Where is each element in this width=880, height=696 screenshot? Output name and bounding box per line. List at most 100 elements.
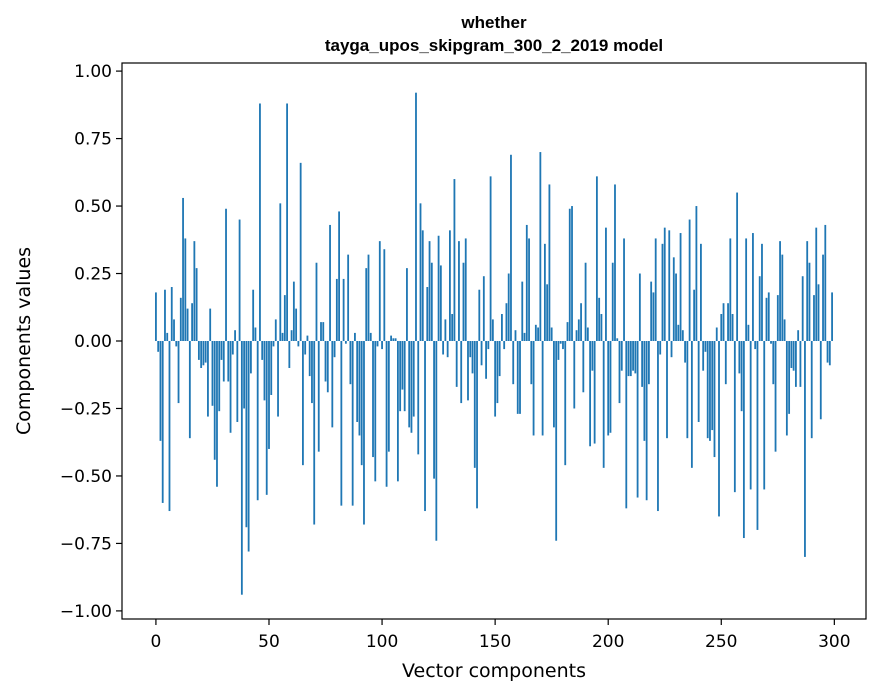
bar — [634, 341, 637, 374]
bar — [344, 341, 347, 344]
bar — [550, 327, 553, 341]
bar — [449, 230, 451, 341]
bar — [620, 341, 623, 371]
bar — [274, 319, 277, 341]
bar — [458, 241, 460, 341]
bar — [482, 276, 485, 341]
bar — [720, 314, 723, 341]
bar — [419, 203, 422, 341]
bar — [704, 341, 707, 352]
bar — [252, 289, 255, 341]
bar — [297, 341, 300, 347]
bar — [292, 281, 295, 341]
bar — [188, 341, 191, 439]
bar — [159, 341, 162, 441]
bar — [424, 341, 426, 512]
bar — [657, 341, 659, 512]
bar — [736, 192, 739, 341]
bar — [342, 278, 345, 341]
bar — [510, 154, 512, 341]
bar — [706, 341, 709, 439]
bar — [268, 341, 270, 449]
bar — [283, 295, 286, 341]
bar — [537, 327, 539, 341]
bar — [758, 276, 761, 341]
bar — [279, 203, 282, 341]
bar — [718, 341, 720, 517]
bar — [742, 341, 745, 539]
bar — [322, 322, 325, 341]
x-tick-label: 300 — [818, 632, 850, 652]
bar — [765, 297, 768, 341]
bar — [302, 341, 304, 466]
bar — [512, 341, 515, 385]
bar — [828, 341, 831, 366]
bar — [173, 319, 175, 341]
bar — [752, 233, 754, 341]
bar — [745, 238, 748, 341]
bar — [722, 303, 725, 341]
bar — [819, 341, 822, 420]
bar — [451, 314, 454, 341]
bar — [584, 262, 587, 341]
bar — [157, 341, 160, 352]
bar — [638, 273, 641, 341]
y-axis: 1.00 0.75 0.50 0.25 0.00 −0.25 −0.50 −0.75 −1.00 — [60, 62, 122, 622]
bar — [446, 341, 449, 358]
bar — [514, 330, 517, 341]
bar — [383, 249, 386, 341]
bar — [338, 211, 340, 341]
bar — [600, 314, 603, 341]
bar — [643, 341, 646, 441]
bar — [231, 341, 234, 355]
bar — [164, 289, 166, 341]
bar — [754, 341, 757, 350]
x-axis: 0 50 100 150 200 250 300 — [151, 619, 851, 652]
bar — [668, 230, 671, 341]
bar — [209, 308, 212, 341]
bar — [693, 289, 696, 341]
bar — [415, 92, 417, 341]
bar — [324, 341, 327, 382]
bar — [430, 262, 433, 341]
bar — [695, 206, 698, 341]
y-tick-label: 0.75 — [74, 130, 112, 150]
bar — [313, 341, 316, 525]
bar — [543, 243, 546, 341]
bar — [593, 341, 596, 444]
bar — [690, 341, 693, 468]
bar — [469, 341, 472, 358]
bar — [503, 341, 506, 350]
bar — [797, 330, 800, 341]
bar — [406, 268, 408, 341]
bar — [374, 341, 377, 482]
bar — [532, 341, 535, 436]
bar — [774, 341, 777, 452]
bar — [595, 176, 598, 341]
bar — [168, 341, 171, 512]
bar — [681, 330, 684, 341]
y-axis-label: Components values — [13, 247, 35, 435]
bar — [632, 341, 634, 371]
bar — [788, 341, 791, 414]
bar — [609, 341, 612, 433]
bar — [467, 341, 469, 401]
bar — [227, 341, 230, 382]
bar — [367, 254, 370, 341]
bar — [204, 341, 207, 363]
bar — [442, 341, 445, 355]
bar — [523, 332, 526, 341]
y-tick-label: 0.25 — [74, 265, 112, 285]
bar — [435, 341, 438, 541]
bar — [577, 319, 580, 341]
bar — [462, 262, 465, 341]
bar — [358, 341, 361, 436]
bar — [575, 330, 578, 341]
bar — [566, 322, 569, 341]
bar — [605, 227, 607, 341]
bar — [505, 303, 508, 341]
bar — [211, 341, 214, 406]
bar — [390, 335, 393, 341]
y-tick-label: 0.00 — [74, 332, 112, 352]
bar — [815, 227, 818, 341]
